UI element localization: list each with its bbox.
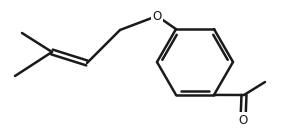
Text: O: O <box>238 113 248 126</box>
Text: O: O <box>153 9 162 22</box>
